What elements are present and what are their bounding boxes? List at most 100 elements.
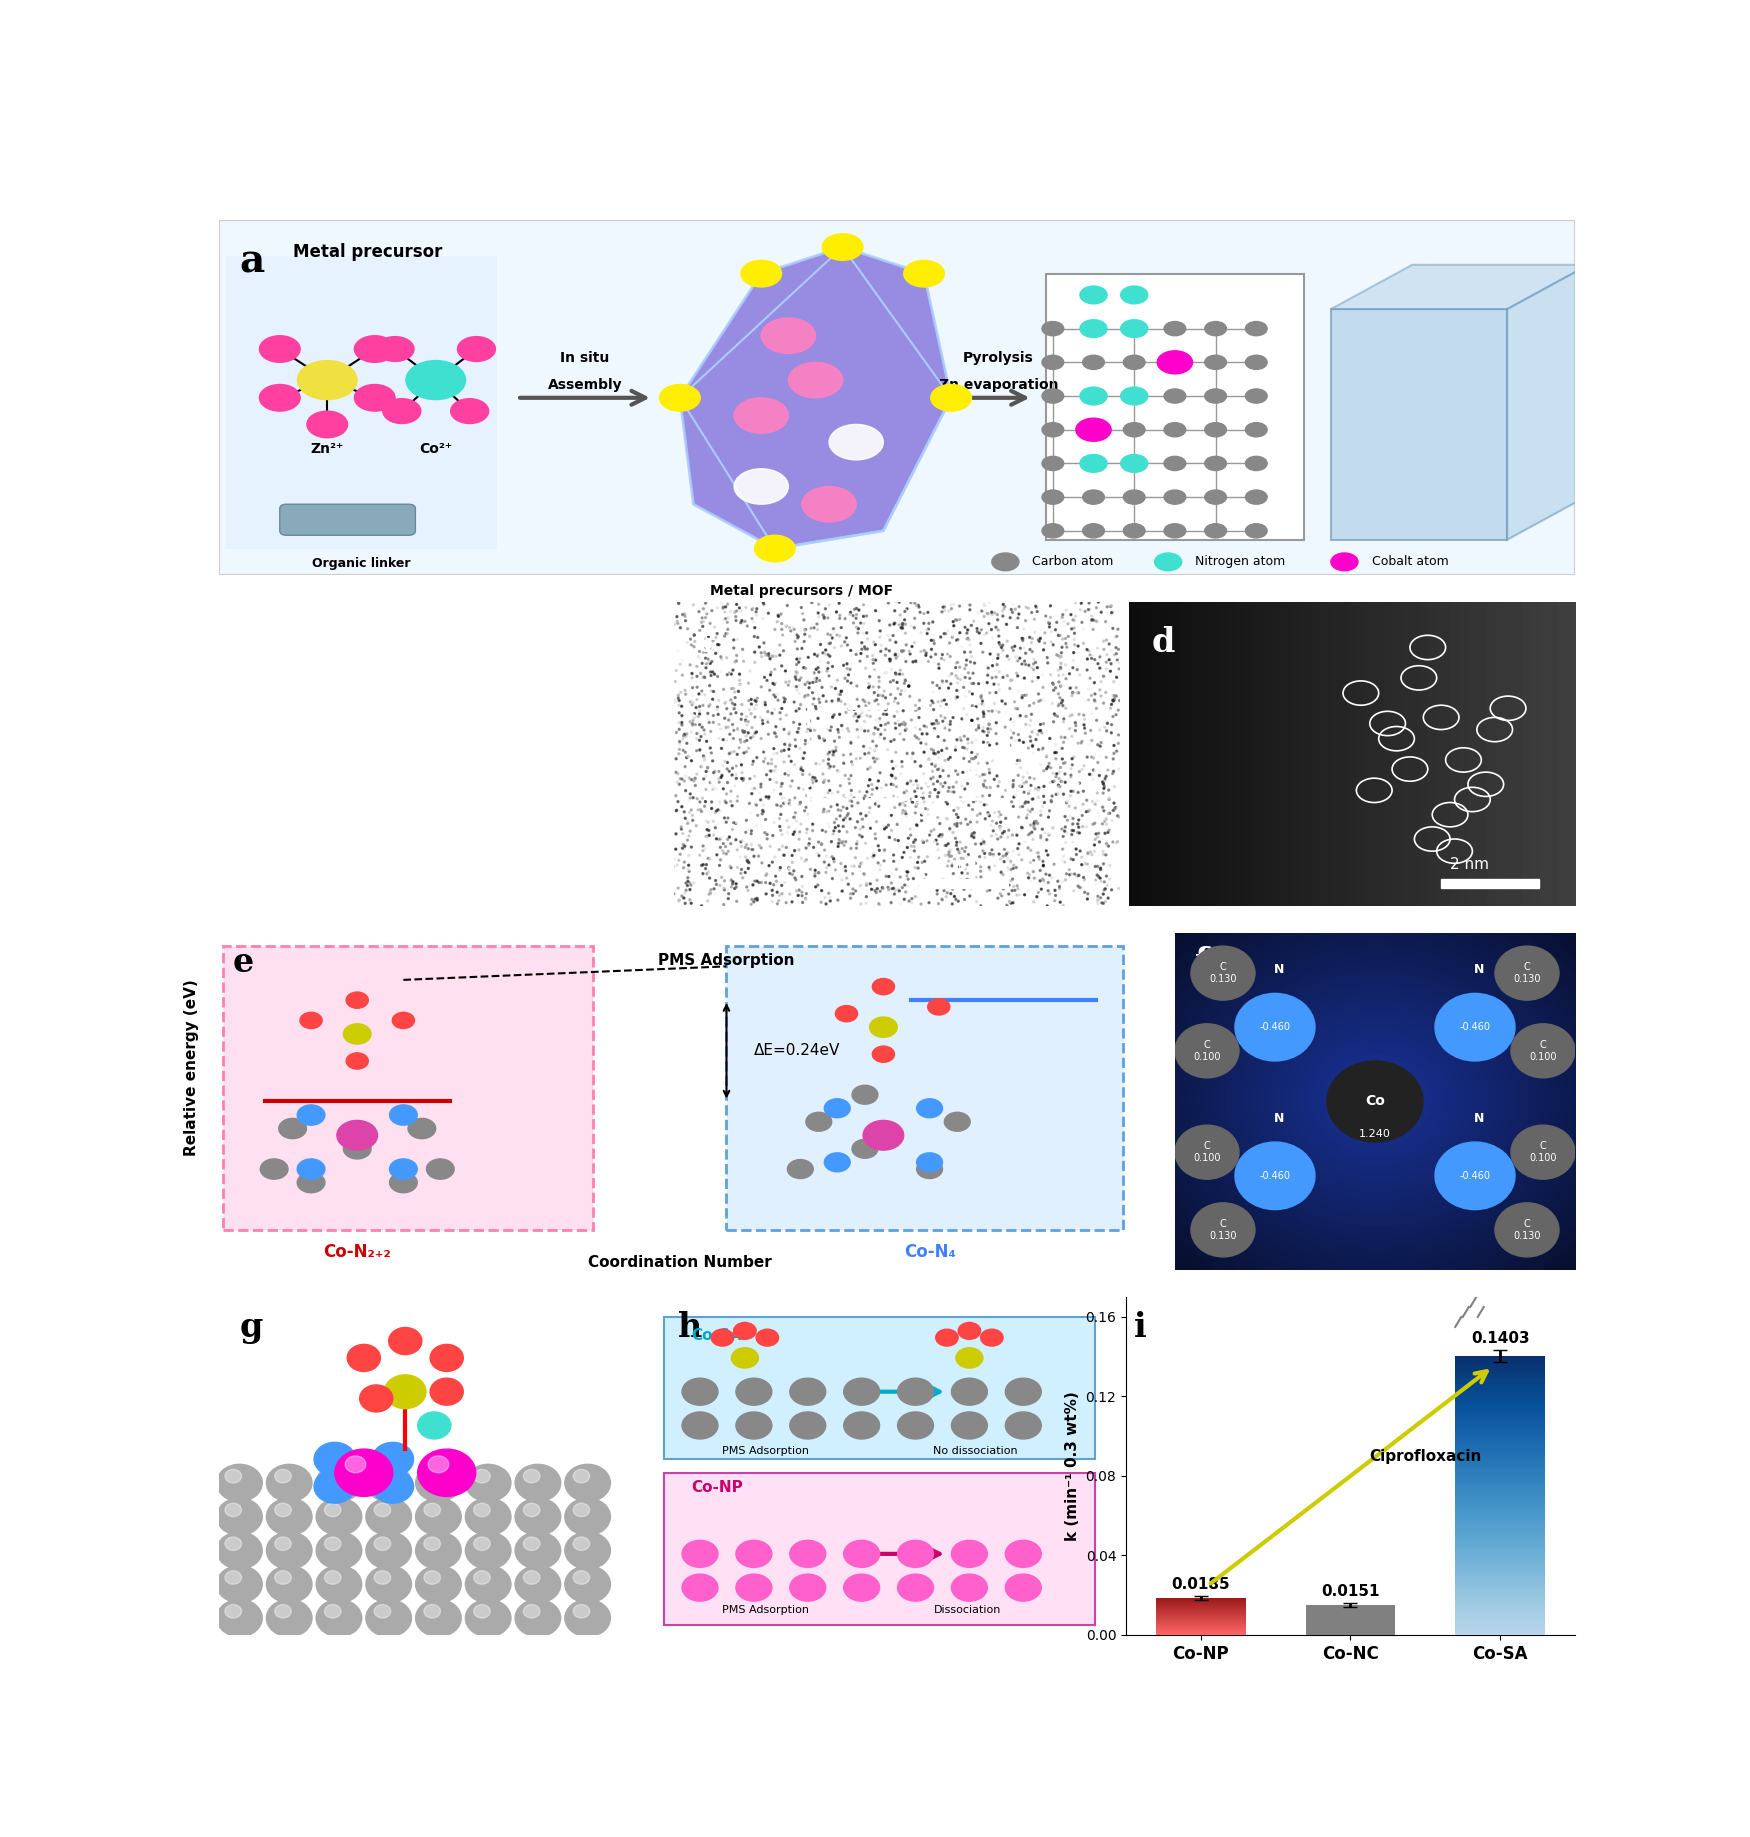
Text: Dissociation: Dissociation (933, 1604, 1001, 1615)
Bar (1456, 1549, 1545, 1550)
Bar (1456, 1468, 1545, 1470)
Point (1586, 83, 1614, 112)
Circle shape (852, 1139, 878, 1159)
Circle shape (1246, 355, 1267, 369)
Point (1538, 204, 1566, 233)
FancyBboxPatch shape (726, 946, 1124, 1231)
Circle shape (514, 1565, 560, 1604)
Text: Co²⁺: Co²⁺ (420, 443, 452, 456)
Circle shape (523, 1503, 541, 1517)
Bar (1456, 1521, 1545, 1523)
Point (1531, 208, 1559, 237)
Point (1493, 156, 1521, 186)
Bar (1456, 1356, 1545, 1359)
Circle shape (1124, 321, 1144, 336)
Circle shape (392, 1012, 415, 1029)
Point (1260, 29, 1288, 59)
Circle shape (366, 1464, 411, 1501)
Point (942, 270, 970, 299)
Circle shape (514, 1499, 560, 1536)
Circle shape (346, 992, 368, 1009)
Circle shape (416, 1565, 462, 1604)
Circle shape (898, 1378, 933, 1405)
Circle shape (226, 1538, 242, 1550)
Text: Nitrogen atom: Nitrogen atom (1195, 555, 1286, 568)
Circle shape (408, 1119, 436, 1139)
Bar (1456, 1560, 1545, 1563)
Point (1561, 399, 1589, 428)
Point (1250, 584, 1278, 614)
Text: h: h (677, 1310, 702, 1343)
Circle shape (266, 1565, 312, 1604)
Bar (1456, 1464, 1545, 1468)
Text: b: b (242, 626, 264, 659)
Circle shape (936, 1330, 959, 1347)
Circle shape (385, 1374, 425, 1409)
Text: i: i (1134, 1312, 1146, 1345)
Bar (1456, 1505, 1545, 1506)
Circle shape (360, 1385, 392, 1413)
Text: PMS Adsorption: PMS Adsorption (723, 1604, 810, 1615)
Text: a: a (240, 242, 264, 281)
Point (970, 182, 998, 211)
Text: C
0.100: C 0.100 (1530, 1040, 1558, 1062)
Point (1461, 389, 1489, 419)
Circle shape (514, 1600, 560, 1637)
Point (975, 669, 1003, 698)
Circle shape (898, 1413, 933, 1438)
Point (1017, 369, 1045, 399)
Text: 1.240: 1.240 (1360, 1128, 1391, 1139)
Text: -0.460: -0.460 (1460, 1170, 1491, 1181)
Circle shape (390, 1104, 416, 1124)
Point (1376, 588, 1404, 617)
Bar (1456, 1618, 1545, 1620)
Point (1563, 344, 1591, 373)
Bar (1456, 1593, 1545, 1596)
Circle shape (1164, 355, 1186, 369)
Circle shape (1192, 1203, 1255, 1257)
Point (1612, 288, 1640, 318)
Bar (1456, 1361, 1545, 1365)
Y-axis label: k (min⁻¹ 0.3 wt%): k (min⁻¹ 0.3 wt%) (1064, 1391, 1080, 1541)
Circle shape (952, 1541, 987, 1567)
Circle shape (217, 1464, 262, 1501)
Circle shape (1164, 490, 1186, 503)
FancyBboxPatch shape (219, 220, 1575, 575)
Point (1339, 577, 1367, 606)
Point (1188, 114, 1216, 143)
Text: C
0.100: C 0.100 (1530, 1141, 1558, 1163)
Point (1640, 448, 1668, 478)
Circle shape (959, 1323, 980, 1339)
Text: Co-N₂₊₂: Co-N₂₊₂ (324, 1244, 390, 1260)
Bar (1456, 1574, 1545, 1576)
Circle shape (789, 1574, 826, 1602)
Circle shape (822, 233, 863, 261)
Point (1334, 173, 1362, 202)
Point (1640, 671, 1668, 700)
Point (1246, 94, 1274, 123)
Point (1544, 184, 1572, 213)
Circle shape (366, 1600, 411, 1637)
Point (1661, 191, 1689, 220)
Circle shape (1246, 490, 1267, 503)
Point (1185, 46, 1213, 75)
Circle shape (1041, 423, 1064, 437)
Bar (1456, 1563, 1545, 1565)
Text: Assembly: Assembly (548, 378, 623, 391)
Circle shape (424, 1604, 441, 1618)
Bar (1456, 1394, 1545, 1398)
Point (1211, 608, 1239, 637)
Point (1656, 527, 1684, 557)
Bar (1456, 1429, 1545, 1431)
Bar (1456, 1506, 1545, 1510)
Point (1204, 634, 1232, 663)
Point (1318, 479, 1346, 509)
Text: 500 nm: 500 nm (487, 854, 544, 869)
Bar (1456, 1613, 1545, 1615)
Circle shape (870, 1018, 898, 1038)
Text: C
0.130: C 0.130 (1514, 963, 1540, 985)
Circle shape (1332, 553, 1358, 571)
Circle shape (761, 318, 816, 353)
Circle shape (278, 1119, 306, 1139)
Bar (1456, 1435, 1545, 1437)
